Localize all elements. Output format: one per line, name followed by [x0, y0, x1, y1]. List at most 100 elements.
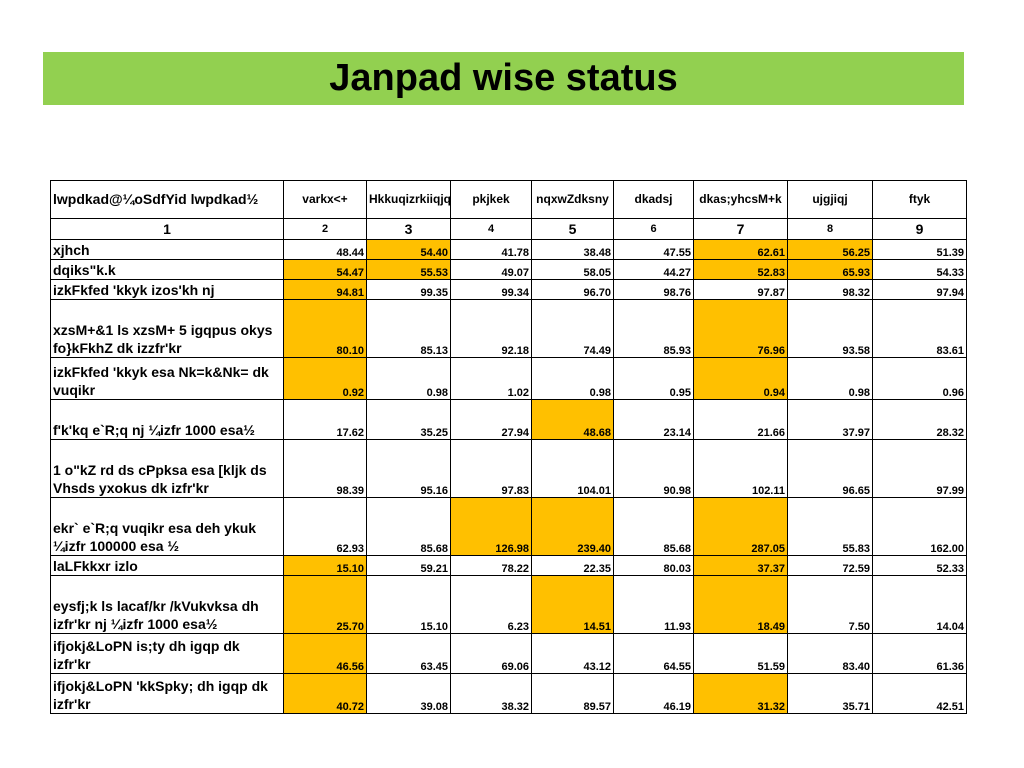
value-cell: 162.00 — [872, 497, 967, 556]
table-row: xjhch 48.44 54.40 41.78 38.48 47.55 62.61 56.25… — [50, 239, 967, 260]
value-cell: 64.55 — [613, 633, 694, 674]
table-row: ifjokj&LoPN 'kkSpky; dh igqp dk izfr'kr 4… — [50, 673, 967, 714]
value-cell: 0.96 — [872, 357, 967, 400]
value-cell: 126.98 — [450, 497, 532, 556]
value-cell: 37.97 — [787, 399, 873, 440]
page-title: Janpad wise status — [329, 57, 678, 99]
value-cell: 0.95 — [613, 357, 694, 400]
value-cell: 52.33 — [872, 555, 967, 576]
row-label: laLFkkxr izlo — [50, 555, 284, 576]
header-row: lwpdkad@¼oSdfYid lwpdkad½ varkx<+ Hkkuqi… — [50, 180, 967, 219]
column-header: varkx<+ — [283, 180, 367, 219]
value-cell: 21.66 — [693, 399, 788, 440]
index-cell: 1 — [50, 218, 284, 240]
value-cell: 0.94 — [693, 357, 788, 400]
value-cell: 54.33 — [872, 259, 967, 280]
value-cell: 72.59 — [787, 555, 873, 576]
value-cell: 40.72 — [283, 673, 367, 714]
value-cell: 74.49 — [531, 299, 614, 358]
value-cell: 41.78 — [450, 239, 532, 260]
row-label: 1 o"kZ rd ds cPpksa esa [kljk ds Vhsds y… — [50, 439, 284, 498]
value-cell: 0.98 — [366, 357, 451, 400]
value-cell: 0.98 — [787, 357, 873, 400]
row-label: ifjokj&LoPN 'kkSpky; dh igqp dk izfr'kr — [50, 673, 284, 714]
table-row: izkFkfed 'kkyk izos'kh nj 94.81 99.35 99.34… — [50, 279, 967, 300]
table-row: ifjokj&LoPN is;ty dh igqp dk izfr'kr 46.5… — [50, 633, 967, 674]
value-cell: 85.68 — [613, 497, 694, 556]
value-cell: 85.68 — [366, 497, 451, 556]
value-cell: 62.61 — [693, 239, 788, 260]
row-label: ifjokj&LoPN is;ty dh igqp dk izfr'kr — [50, 633, 284, 674]
value-cell: 97.99 — [872, 439, 967, 498]
value-cell: 51.59 — [693, 633, 788, 674]
table-body: lwpdkad@¼oSdfYid lwpdkad½ varkx<+ Hkkuqi… — [50, 180, 967, 714]
value-cell: 54.47 — [283, 259, 367, 280]
value-cell: 102.11 — [693, 439, 788, 498]
value-cell: 48.68 — [531, 399, 614, 440]
value-cell: 46.56 — [283, 633, 367, 674]
index-cell: 8 — [787, 218, 873, 240]
value-cell: 14.51 — [531, 575, 614, 634]
value-cell: 48.44 — [283, 239, 367, 260]
value-cell: 6.23 — [450, 575, 532, 634]
value-cell: 47.55 — [613, 239, 694, 260]
value-cell: 85.13 — [366, 299, 451, 358]
index-cell: 3 — [366, 218, 451, 240]
value-cell: 98.39 — [283, 439, 367, 498]
value-cell: 94.81 — [283, 279, 367, 300]
value-cell: 83.61 — [872, 299, 967, 358]
value-cell: 239.40 — [531, 497, 614, 556]
value-cell: 0.98 — [531, 357, 614, 400]
value-cell: 46.19 — [613, 673, 694, 714]
value-cell: 63.45 — [366, 633, 451, 674]
value-cell: 95.16 — [366, 439, 451, 498]
value-cell: 44.27 — [613, 259, 694, 280]
value-cell: 93.58 — [787, 299, 873, 358]
value-cell: 49.07 — [450, 259, 532, 280]
value-cell: 7.50 — [787, 575, 873, 634]
value-cell: 28.32 — [872, 399, 967, 440]
value-cell: 97.87 — [693, 279, 788, 300]
column-header: dkadsj — [613, 180, 694, 219]
value-cell: 98.76 — [613, 279, 694, 300]
value-cell: 1.02 — [450, 357, 532, 400]
value-cell: 27.94 — [450, 399, 532, 440]
value-cell: 99.35 — [366, 279, 451, 300]
index-cell: 4 — [450, 218, 532, 240]
column-header: ftyk — [872, 180, 967, 219]
value-cell: 92.18 — [450, 299, 532, 358]
column-header: pkjkek — [450, 180, 532, 219]
value-cell: 90.98 — [613, 439, 694, 498]
column-header: Hkkuqizrkiiqjq — [366, 180, 451, 219]
table-row: f'k'kq e`R;q nj ¼izfr 1000 esa½ 17.62 35.2… — [50, 399, 967, 440]
value-cell: 80.03 — [613, 555, 694, 576]
value-cell: 38.48 — [531, 239, 614, 260]
index-cell: 6 — [613, 218, 694, 240]
index-cell: 2 — [283, 218, 367, 240]
table-row: 1 o"kZ rd ds cPpksa esa [kljk ds Vhsds y… — [50, 439, 967, 498]
row-label: f'k'kq e`R;q nj ¼izfr 1000 esa½ — [50, 399, 284, 440]
value-cell: 25.70 — [283, 575, 367, 634]
value-cell: 96.65 — [787, 439, 873, 498]
row-label: xjhch — [50, 239, 284, 260]
row-label: izkFkfed 'kkyk esa Nk=k&Nk= dk vuqikr — [50, 357, 284, 400]
value-cell: 37.37 — [693, 555, 788, 576]
table-row: xzsM+&1 ls xzsM+ 5 igqpus okys fo}kFkhZ … — [50, 299, 967, 358]
value-cell: 61.36 — [872, 633, 967, 674]
value-cell: 76.96 — [693, 299, 788, 358]
row-label: dqiks"k.k — [50, 259, 284, 280]
value-cell: 52.83 — [693, 259, 788, 280]
row-label: izkFkfed 'kkyk izos'kh nj — [50, 279, 284, 300]
value-cell: 18.49 — [693, 575, 788, 634]
table-row: eysfj;k ls lacaf/kr /kVukvksa dh izfr'kr… — [50, 575, 967, 634]
value-cell: 65.93 — [787, 259, 873, 280]
value-cell: 97.83 — [450, 439, 532, 498]
value-cell: 17.62 — [283, 399, 367, 440]
value-cell: 55.83 — [787, 497, 873, 556]
value-cell: 31.32 — [693, 673, 788, 714]
row-label: xzsM+&1 ls xzsM+ 5 igqpus okys fo}kFkhZ … — [50, 299, 284, 358]
value-cell: 62.93 — [283, 497, 367, 556]
index-cell: 9 — [872, 218, 967, 240]
table-row: izkFkfed 'kkyk esa Nk=k&Nk= dk vuqikr 0.9… — [50, 357, 967, 400]
value-cell: 287.05 — [693, 497, 788, 556]
